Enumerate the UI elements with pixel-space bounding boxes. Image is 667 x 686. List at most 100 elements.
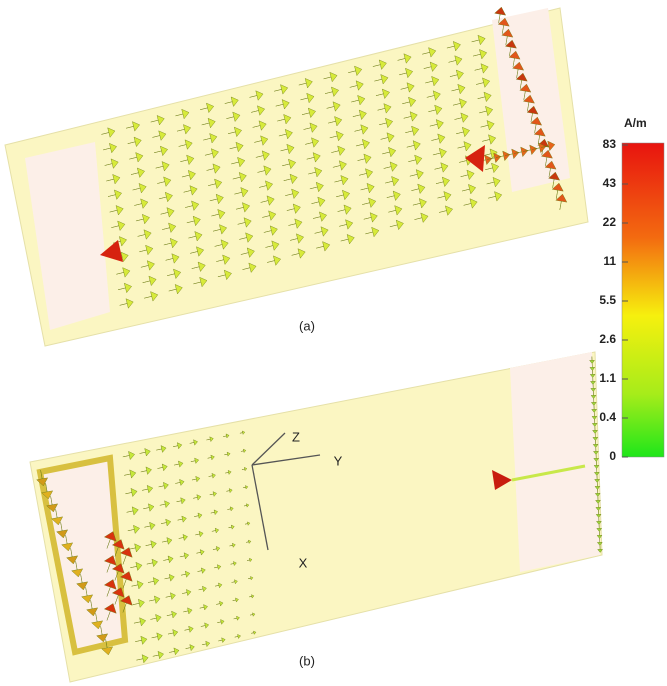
- arrow: [309, 181, 324, 193]
- arrow: [201, 640, 211, 648]
- arrow: [548, 171, 561, 188]
- arrow: [325, 86, 339, 97]
- arrow: [232, 597, 239, 603]
- arrow: [386, 190, 401, 201]
- arrow: [141, 484, 154, 494]
- arrow: [211, 527, 220, 534]
- arrow: [544, 160, 557, 177]
- arrow: [180, 570, 191, 578]
- arrow: [208, 472, 216, 479]
- arrow: [112, 236, 127, 247]
- arrow: [229, 542, 236, 548]
- colorbar-label: 83: [603, 137, 617, 151]
- arrow: [314, 226, 329, 237]
- arrow: [147, 577, 160, 586]
- arrow: [210, 509, 218, 516]
- current-arrows-a: [101, 6, 568, 309]
- arrow: [197, 567, 206, 574]
- arrow: [195, 530, 204, 538]
- arrow: [429, 119, 444, 130]
- arrow: [106, 174, 121, 185]
- colorbar: [621, 142, 665, 458]
- arrow: [541, 140, 556, 152]
- arrow: [185, 644, 195, 652]
- arrow: [592, 426, 598, 434]
- arrow: [414, 212, 429, 223]
- arrow: [596, 531, 603, 539]
- arrow: [132, 598, 145, 608]
- arrow: [232, 172, 247, 183]
- arrow: [169, 647, 180, 656]
- arrow: [217, 269, 232, 281]
- arrow: [483, 148, 498, 159]
- arrow: [328, 116, 343, 127]
- arrow: [103, 555, 117, 573]
- arrow: [362, 197, 377, 208]
- arrow: [596, 524, 603, 532]
- arrow: [389, 219, 404, 231]
- arrow: [508, 50, 521, 67]
- arrow: [41, 483, 54, 500]
- arrow: [399, 67, 414, 79]
- arrow: [103, 579, 117, 597]
- arrow: [348, 65, 363, 77]
- arrow: [227, 506, 234, 512]
- colorbar-label: 0: [609, 449, 616, 463]
- arrow: [125, 487, 138, 497]
- arrow: [501, 28, 514, 45]
- arrow: [124, 469, 137, 479]
- arrow: [168, 284, 183, 295]
- arrow: [143, 503, 155, 512]
- arrow: [142, 275, 157, 287]
- arrow: [250, 612, 256, 617]
- arrow: [224, 451, 231, 457]
- arrow: [224, 96, 239, 107]
- arrow: [485, 162, 500, 174]
- arrow: [593, 454, 600, 462]
- arrow: [282, 158, 297, 170]
- arrow: [477, 91, 492, 103]
- arrow: [597, 545, 603, 553]
- arrow: [590, 391, 597, 399]
- arrow: [103, 531, 117, 549]
- arrow: [403, 111, 418, 122]
- arrow: [551, 182, 564, 199]
- arrow: [471, 34, 486, 46]
- arrow: [160, 518, 172, 527]
- arrow: [140, 260, 155, 271]
- arrow: [206, 163, 221, 174]
- arrow: [385, 176, 400, 187]
- arrow: [231, 579, 238, 585]
- arrow: [127, 524, 140, 534]
- arrow: [591, 412, 598, 420]
- arrow: [66, 548, 79, 565]
- arrow: [590, 377, 596, 385]
- arrow: [423, 61, 438, 72]
- arrow: [448, 55, 463, 66]
- arrow: [352, 109, 367, 121]
- arrow: [198, 585, 207, 593]
- arrow: [306, 152, 321, 163]
- board-b: [29, 351, 603, 683]
- arrow: [177, 124, 191, 135]
- arrow: [175, 108, 190, 120]
- arrow: [244, 521, 251, 526]
- arrow: [182, 589, 192, 597]
- arrow: [119, 595, 133, 613]
- arrow: [132, 183, 147, 194]
- arrow: [191, 261, 206, 272]
- arrow: [229, 141, 244, 153]
- arrow: [46, 496, 59, 513]
- arrow: [255, 150, 270, 161]
- arrow: [479, 105, 494, 117]
- arrow: [179, 552, 190, 560]
- arrow: [140, 466, 152, 475]
- arrow: [380, 132, 395, 143]
- arrow: [155, 161, 170, 172]
- arrow: [377, 103, 392, 114]
- arrow: [242, 485, 249, 490]
- arrow: [200, 622, 210, 629]
- arrow: [178, 139, 193, 150]
